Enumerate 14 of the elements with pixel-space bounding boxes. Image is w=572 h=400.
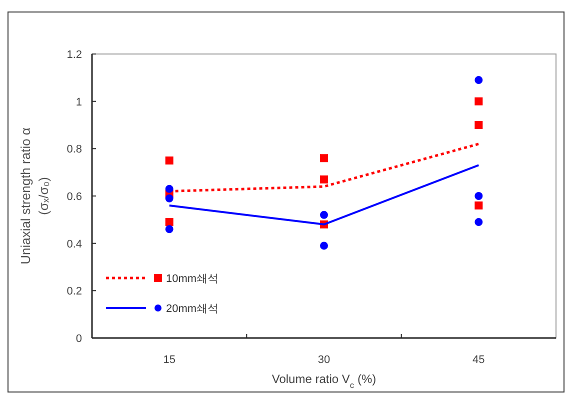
y-tick-label: 0.8 xyxy=(66,144,82,156)
y-tick-label: 0.6 xyxy=(66,191,82,203)
y-tick-label: 1.2 xyxy=(66,49,82,61)
x-tick-label: 45 xyxy=(472,354,485,366)
y-tick-label: 0.2 xyxy=(66,286,82,298)
y-tick-label: 0 xyxy=(76,333,82,345)
legend-label: 20mm쇄석 xyxy=(166,303,219,315)
x-tick-label: 15 xyxy=(163,354,176,366)
y-tick-label: 1 xyxy=(76,96,82,108)
y-tick-label: 0.4 xyxy=(66,238,82,250)
y-axis-title: Uniaxial strength ratio α (σₓ/σ₀) xyxy=(18,127,51,264)
x-axis-title: Volume ratio V$_{c}$ (%) xyxy=(272,372,376,390)
legend-label: 10mm쇄석 xyxy=(166,273,219,285)
x-tick-label: 30 xyxy=(318,354,330,366)
